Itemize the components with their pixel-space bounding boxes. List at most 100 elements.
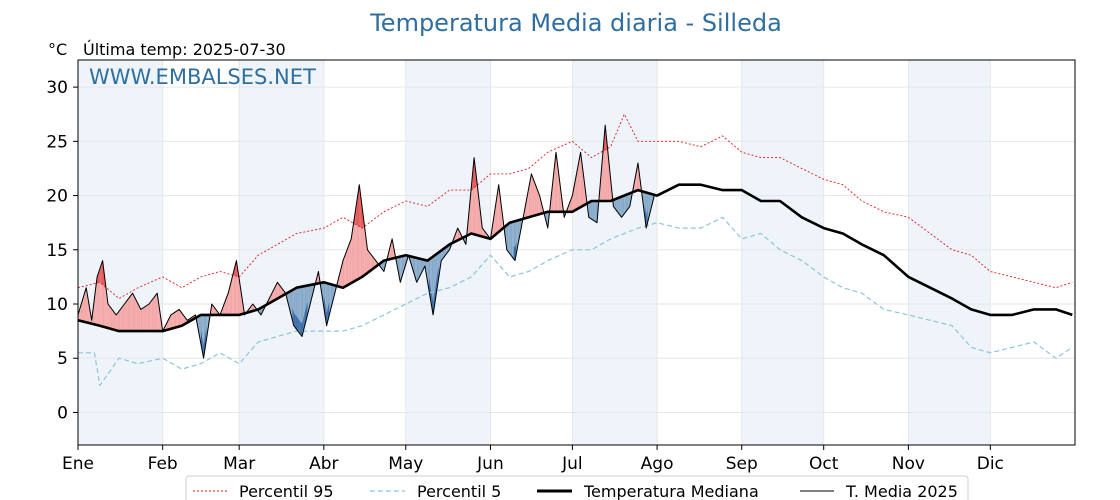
anomaly-fill	[112, 309, 114, 330]
anomaly-fill	[98, 271, 99, 326]
x-axis-ticks: Ene Feb Mar Abr May Jun Jul Ago Sep Oct Nov Dic	[62, 445, 1004, 474]
anomaly-fill	[170, 313, 173, 329]
anomaly-fill	[139, 306, 141, 332]
extreme-heat-fill	[474, 157, 476, 188]
anomaly-fill	[551, 177, 554, 212]
anomaly-fill	[580, 152, 582, 208]
anomaly-fill	[392, 238, 394, 259]
anomaly-fill	[118, 309, 121, 332]
anomaly-fill	[229, 282, 231, 315]
legend-label-p95: Percentil 95	[239, 482, 334, 500]
x-tick-label: Abr	[309, 454, 338, 474]
anomaly-fill	[493, 211, 495, 237]
anomaly-fill	[510, 221, 513, 258]
anomaly-fill	[151, 298, 154, 332]
y-tick-label: 15	[46, 241, 68, 261]
month-band	[741, 60, 824, 445]
anomaly-fill	[183, 314, 185, 325]
anomaly-fill	[226, 293, 229, 315]
anomaly-fill	[426, 260, 428, 283]
anomaly-fill	[198, 315, 200, 337]
anomaly-fill	[464, 236, 466, 245]
y-tick-label: 10	[46, 295, 68, 315]
anomaly-fill	[104, 275, 106, 328]
anomaly-fill	[108, 304, 110, 329]
anomaly-fill	[556, 152, 558, 212]
series-lines	[77, 113, 1073, 386]
y-tick-label: 20	[46, 187, 68, 207]
anomaly-fill	[98, 268, 100, 326]
anomaly-fill	[86, 287, 88, 323]
extreme-cold-fill	[200, 330, 203, 352]
anomaly-fill	[411, 256, 413, 269]
anomaly-fill	[140, 308, 143, 332]
anomaly-fill	[577, 159, 580, 209]
anomaly-fill	[614, 198, 617, 211]
anomaly-fill	[177, 309, 180, 327]
month-band	[405, 60, 491, 445]
anomaly-fill	[143, 306, 145, 332]
anomaly-fill	[338, 271, 341, 287]
legend: Percentil 95 Percentil 5 Temperatura Med…	[185, 475, 969, 500]
y-tick-label: 5	[57, 349, 68, 369]
extreme-heat-fill	[355, 202, 357, 225]
anomaly-fill	[476, 181, 479, 236]
anomaly-fill	[117, 311, 119, 332]
anomaly-fill	[347, 246, 349, 286]
anomaly-fill	[345, 249, 348, 287]
month-band	[572, 60, 658, 445]
extreme-heat-fill	[357, 184, 360, 227]
anomaly-fill	[341, 260, 343, 288]
anomaly-fill	[278, 284, 281, 298]
series-line-p95	[77, 113, 1073, 300]
anomaly-fill	[174, 311, 177, 328]
anomaly-fill	[618, 197, 621, 216]
anomaly-fill	[441, 249, 443, 261]
anomaly-fill	[176, 310, 178, 328]
anomaly-fill	[132, 293, 134, 332]
anomaly-fill	[120, 307, 122, 332]
anomaly-fill	[575, 173, 577, 211]
anomaly-fill	[213, 305, 215, 315]
anomaly-fill	[401, 255, 404, 278]
anomaly-fill	[206, 314, 208, 341]
x-tick-label: May	[388, 454, 423, 474]
series-line-p5	[78, 216, 1073, 386]
extreme-cold-fill	[430, 285, 432, 307]
extreme-cold-fill	[297, 318, 300, 333]
anomaly-fill	[276, 282, 278, 300]
anomaly-fill	[624, 195, 626, 214]
anomaly-fill	[116, 313, 118, 331]
anomaly-fill	[105, 282, 107, 328]
anomaly-fill	[601, 157, 603, 201]
anomaly-fill	[530, 173, 532, 217]
anomaly-fill	[142, 307, 144, 332]
anomaly-fill	[222, 304, 225, 315]
anomaly-fill	[342, 257, 345, 288]
anomaly-fill	[627, 193, 629, 211]
anomaly-fill	[181, 313, 184, 326]
anomaly-fill	[363, 217, 365, 276]
anomaly-fill	[606, 138, 608, 201]
anomaly-fill	[404, 255, 406, 269]
anomaly-fill	[83, 292, 85, 322]
anomaly-fill	[138, 304, 140, 332]
anomaly-fill	[172, 313, 174, 329]
anomaly-fill	[512, 221, 514, 259]
anomaly-fill	[352, 220, 354, 283]
anomaly-fill	[389, 244, 391, 260]
anomaly-fill	[519, 219, 521, 239]
anomaly-fill	[532, 177, 535, 217]
x-tick-label: Jun	[476, 454, 504, 474]
anomaly-fill	[595, 200, 597, 223]
anomaly-fill	[508, 222, 510, 254]
anomaly-fill	[291, 290, 293, 321]
x-tick-label: Mar	[223, 454, 255, 474]
extreme-cold-fill	[299, 319, 301, 335]
x-tick-label: Sep	[726, 454, 758, 474]
month-band	[239, 60, 324, 445]
anomaly-fill	[154, 294, 156, 332]
anomaly-fill	[497, 184, 499, 234]
anomaly-fill	[416, 257, 419, 283]
